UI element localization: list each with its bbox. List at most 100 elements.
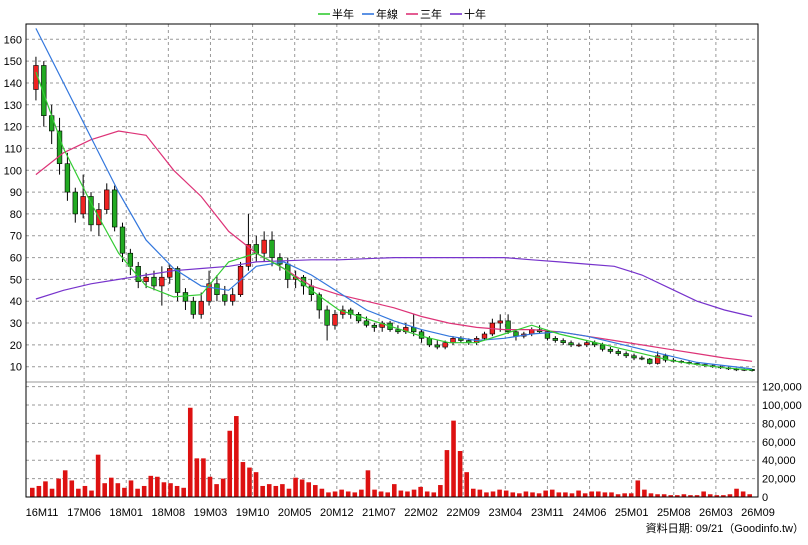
- volume-bar: [477, 489, 483, 497]
- x-tick-label: 18M08: [152, 507, 186, 519]
- candle-body: [174, 268, 181, 293]
- volume-bar: [69, 480, 75, 497]
- x-tick-label: 21M07: [362, 507, 396, 519]
- volume-tick-label: 0: [762, 492, 768, 504]
- candle-body: [442, 342, 448, 348]
- candle-body: [64, 163, 71, 193]
- volume-bar: [530, 492, 535, 497]
- volume-bar: [365, 470, 371, 497]
- volume-bar: [82, 485, 88, 497]
- volume-bar: [405, 491, 410, 497]
- candle-body: [505, 320, 511, 333]
- candle-body: [654, 355, 661, 364]
- price-tick-label: 50: [10, 274, 22, 286]
- x-tick-label: 16M11: [26, 507, 59, 519]
- candle-body: [639, 357, 645, 360]
- price-tick-label: 10: [10, 362, 22, 374]
- volume-bar: [253, 472, 259, 497]
- price-tick-label: 140: [4, 78, 22, 90]
- volume-bar: [36, 485, 42, 497]
- volume-bar: [596, 491, 601, 497]
- volume-bar: [503, 490, 509, 497]
- volume-bar: [306, 482, 312, 497]
- price-tick-label: 80: [10, 209, 22, 221]
- volume-bar: [273, 485, 279, 497]
- volume-bar: [95, 454, 101, 497]
- candle-body: [316, 294, 322, 311]
- volume-bar: [326, 492, 331, 497]
- volume-bar: [411, 489, 417, 497]
- volume-bar: [293, 477, 298, 497]
- volume-bar: [214, 484, 219, 497]
- candle-body: [355, 314, 362, 322]
- x-tick-label: 23M04: [488, 507, 522, 519]
- volume-bar: [543, 490, 548, 497]
- candle-body: [269, 239, 275, 258]
- candle-body: [544, 331, 551, 339]
- volume-bar: [517, 493, 522, 497]
- volume-bar: [727, 494, 733, 497]
- half-year-line: [35, 71, 753, 371]
- candle-body: [576, 344, 582, 347]
- price-tick-label: 120: [4, 122, 22, 134]
- volume-bar: [313, 485, 318, 497]
- volume-bar: [622, 493, 627, 497]
- volume-bar: [108, 477, 114, 497]
- volume-bar: [431, 492, 437, 497]
- volume-bar: [747, 494, 752, 497]
- price-tick-label: 100: [4, 165, 22, 177]
- volume-bar: [49, 488, 55, 497]
- candle-body: [481, 333, 488, 339]
- volume-bar: [385, 492, 390, 497]
- volume-bar: [536, 493, 542, 497]
- candle-body: [167, 268, 173, 278]
- candle-body: [615, 351, 621, 354]
- volume-bar: [675, 495, 680, 497]
- price-tick-label: 160: [4, 34, 22, 46]
- candle-body: [222, 294, 228, 302]
- candle-body: [631, 355, 637, 359]
- volume-bar: [642, 489, 647, 497]
- price-tick-label: 60: [10, 253, 22, 265]
- volume-bar: [576, 490, 581, 497]
- x-tick-label: 23M11: [531, 507, 564, 519]
- volume-bar: [56, 478, 61, 497]
- chart-grid: [26, 24, 758, 497]
- candle-body: [324, 309, 330, 326]
- volume-bar: [707, 494, 713, 497]
- volume-bar: [378, 491, 384, 497]
- x-tick-label: 19M10: [236, 507, 270, 519]
- volume-bar: [359, 489, 364, 497]
- volume-bar: [168, 483, 173, 497]
- volume-tick-label: 60,000: [762, 437, 796, 449]
- volume-bar: [734, 488, 739, 497]
- volume-bar: [398, 490, 404, 497]
- volume-bar: [694, 495, 700, 497]
- plot-frame: [25, 23, 759, 498]
- candle-body: [151, 276, 157, 287]
- volume-bar: [451, 420, 456, 497]
- candle-body: [198, 300, 204, 315]
- volume-bar: [549, 489, 555, 497]
- volume-bar: [122, 487, 127, 497]
- x-tick-label: 22M02: [404, 507, 438, 519]
- volume-bar: [569, 493, 575, 497]
- candle-body: [363, 320, 370, 326]
- volume-bars: [30, 407, 752, 497]
- candle-body: [434, 344, 440, 348]
- candle-body: [513, 331, 519, 337]
- price-tick-label: 30: [10, 318, 22, 330]
- volume-bar: [648, 493, 654, 497]
- legend-label-three_year: 三年: [420, 7, 442, 21]
- volume-bar: [392, 484, 397, 497]
- volume-bar: [43, 481, 48, 497]
- legend-label-ten_year: 十年: [464, 7, 486, 21]
- x-tick-label: 24M06: [573, 507, 607, 519]
- candle-body: [143, 276, 149, 282]
- volume-bar: [115, 483, 121, 497]
- x-tick-label: 18M01: [109, 507, 143, 519]
- candle-body: [261, 239, 267, 254]
- candle-body: [159, 276, 165, 287]
- price-tick-label: 130: [4, 100, 22, 112]
